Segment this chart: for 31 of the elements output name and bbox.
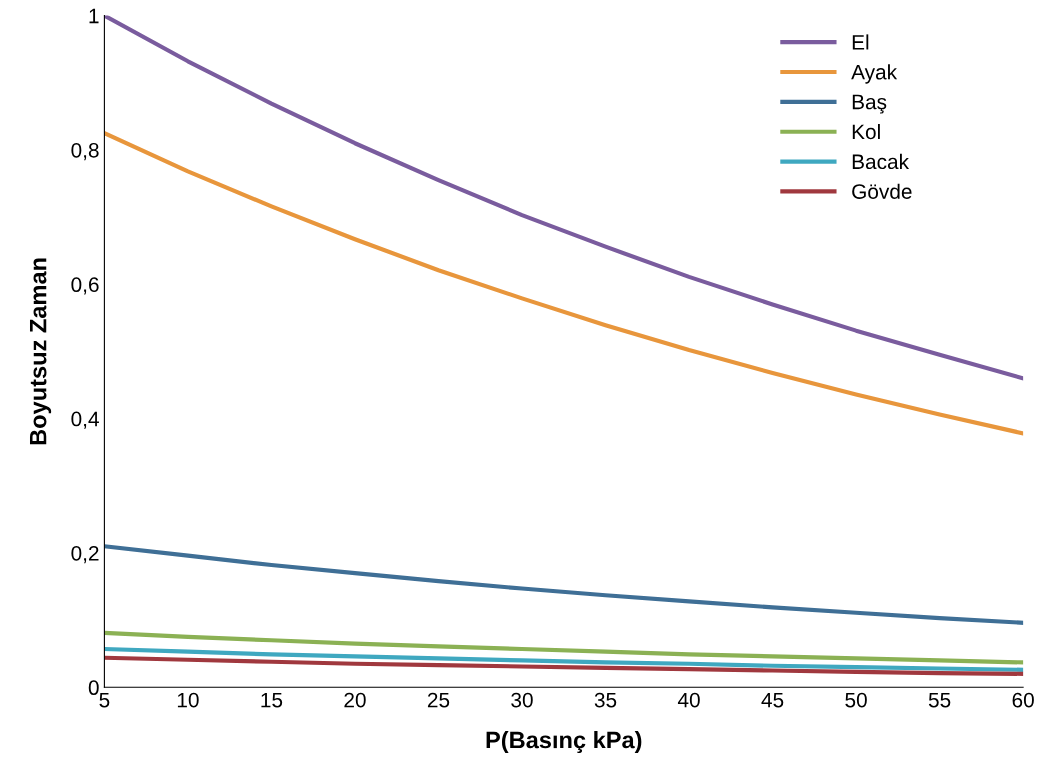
x-tick-label: 10 [177, 692, 199, 708]
line-series [104, 544, 1024, 625]
x-tick-label: 50 [845, 692, 867, 708]
line-series [104, 15, 1024, 381]
x-tick-label: 55 [928, 692, 951, 708]
legend-label: El [852, 34, 869, 50]
line-series [104, 646, 1024, 672]
line-series [104, 655, 1024, 676]
line-series [104, 630, 1024, 665]
x-tick-label: 35 [594, 692, 617, 708]
y-axis-title: Boyutsuz Zaman [29, 258, 52, 445]
y-tick-label: 0,8 [71, 142, 99, 161]
x-tick-label: 30 [511, 692, 533, 708]
y-tick-label: 1 [89, 8, 99, 24]
y-tick-label: 0 [88, 680, 99, 696]
legend-label: Baş [852, 94, 887, 114]
x-tick-label: 45 [761, 692, 784, 708]
x-tick-label: 20 [344, 692, 366, 708]
x-tick-label: 60 [1012, 692, 1034, 708]
x-tick-label: 25 [427, 692, 450, 708]
x-axis-title: P(Basınç kPa) [486, 731, 642, 754]
y-tick-label: 0,4 [71, 411, 99, 429]
x-tick-label: 15 [261, 692, 283, 708]
x-tick-label: 5 [99, 692, 110, 708]
y-tick-label: 0,2 [71, 545, 99, 564]
legend-label: Gövde [852, 183, 912, 199]
legend-label: Bacak [852, 153, 910, 170]
y-tick-label: 0,6 [71, 277, 99, 295]
x-tick-label: 40 [677, 692, 700, 708]
legend-label: Ayak [851, 64, 898, 84]
legend-label: Kol [852, 123, 880, 140]
